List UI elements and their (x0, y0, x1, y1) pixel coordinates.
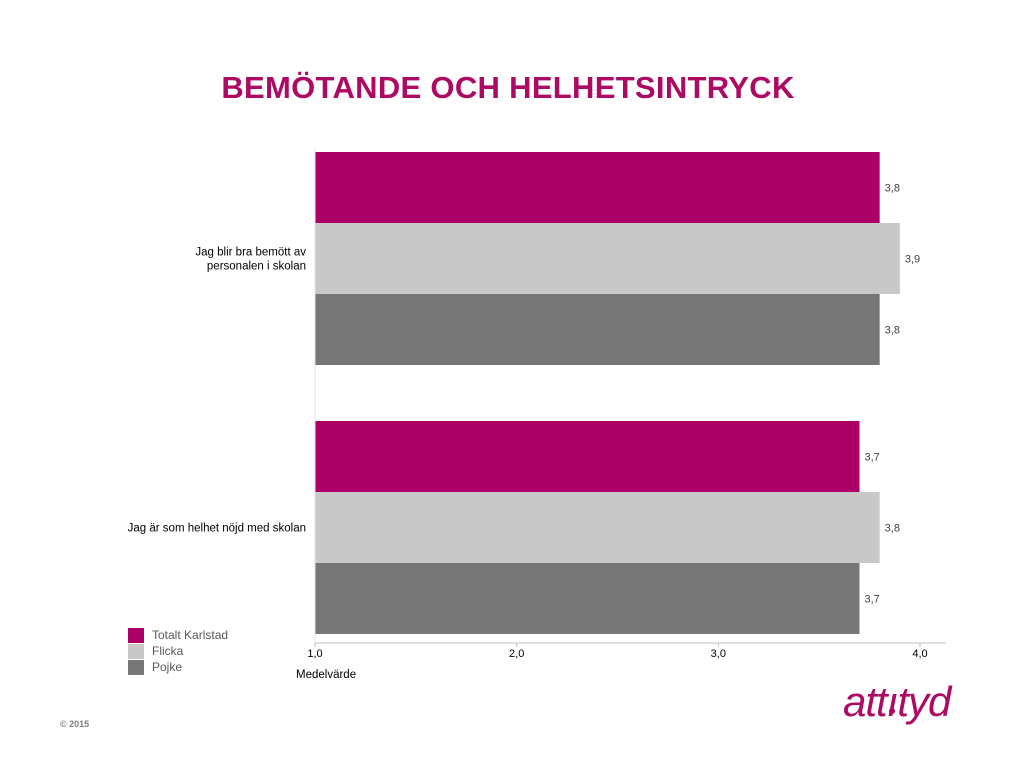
x-tick-label: 4,0 (912, 648, 927, 660)
data-label: 3,7 (865, 594, 880, 606)
x-axis-title: Medelvärde (296, 669, 356, 681)
x-tick-label: 1,0 (307, 648, 322, 660)
legend-label-totalt: Totalt Karlstad (152, 628, 229, 642)
data-label: 3,8 (885, 183, 900, 195)
legend-item-totalt: Totalt Karlstad (128, 627, 228, 643)
bar-1-2 (315, 223, 900, 294)
category-label: Jag blir bra bemött av (195, 247, 306, 259)
legend-label-pojke: Pojke (152, 660, 183, 674)
bar-1-3 (315, 294, 880, 365)
legend-swatch-pojke (128, 659, 144, 675)
category-label: Jag är som helhet nöjd med skolan (128, 523, 306, 535)
legend: Totalt Karlstad Flicka Pojke (128, 627, 228, 675)
data-label: 3,8 (885, 325, 900, 337)
legend-swatch-flicka (128, 643, 144, 659)
legend-item-flicka: Flicka (128, 643, 228, 659)
category-label: personalen i skolan (207, 261, 306, 273)
bar-2-3 (315, 563, 860, 634)
legend-swatch-totalt (128, 627, 144, 643)
copyright: © 2015 (60, 719, 90, 729)
bar-1-1 (315, 152, 880, 223)
data-label: 3,9 (905, 254, 920, 266)
bar-2-2 (315, 492, 880, 563)
chart-title: BEMÖTANDE OCH HELHETSINTRYCK (221, 70, 795, 105)
data-label: 3,7 (865, 452, 880, 464)
x-tick-label: 2,0 (509, 648, 524, 660)
attityd-logo: attı tyd (843, 678, 951, 725)
x-tick-label: 3,0 (711, 648, 726, 660)
legend-label-flicka: Flicka (152, 644, 184, 658)
bar-2-1 (315, 421, 860, 492)
data-label: 3,8 (885, 523, 900, 535)
legend-item-pojke: Pojke (128, 659, 228, 675)
